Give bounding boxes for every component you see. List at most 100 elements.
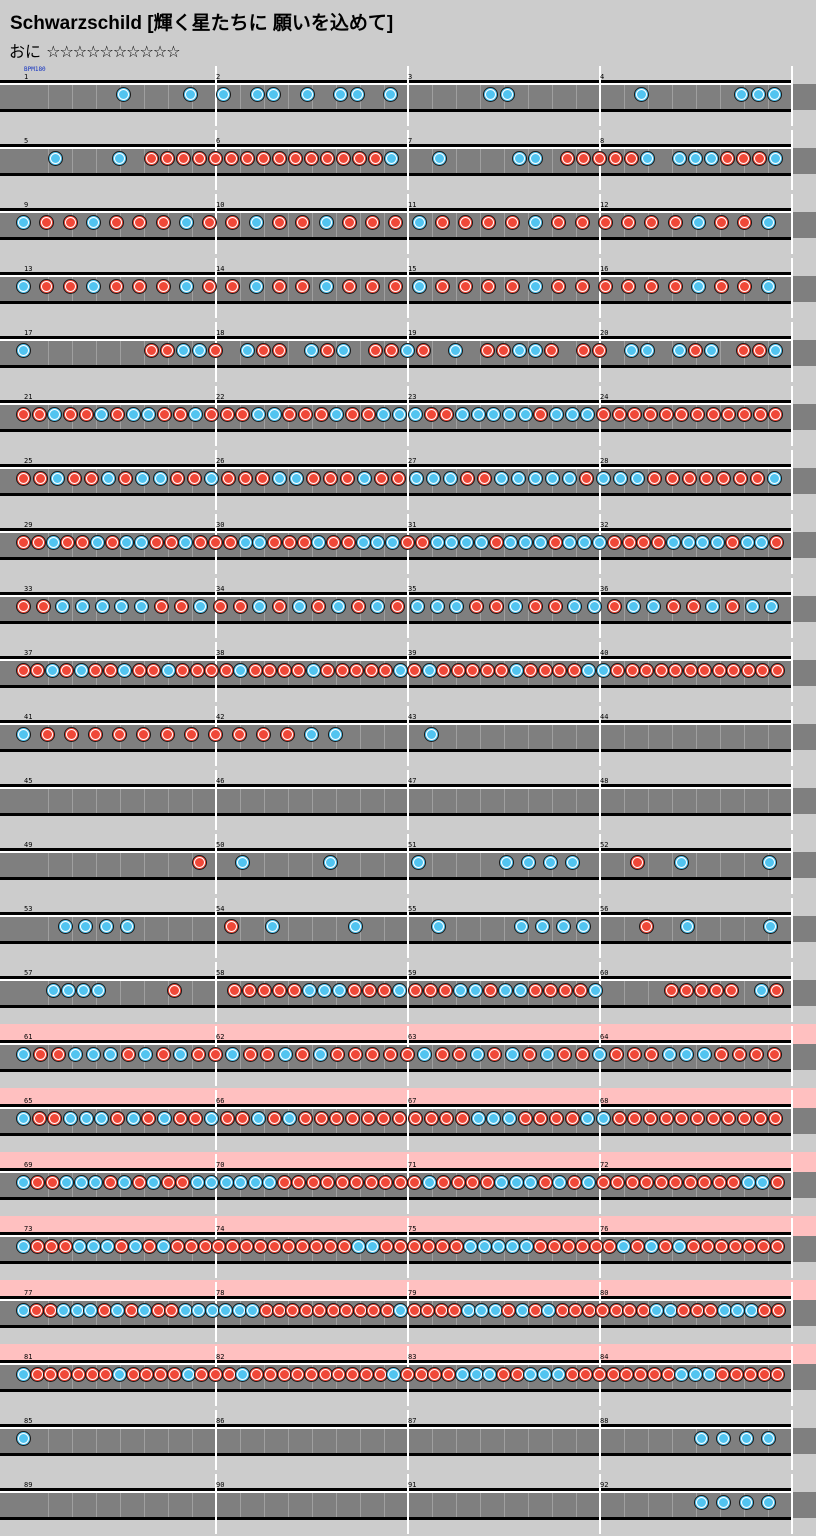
don-note [43,1367,59,1382]
ka-note [99,1239,115,1254]
don-note [576,151,591,166]
don-note [295,1047,311,1062]
don-note [459,471,475,486]
don-note [131,663,147,678]
ka-note [577,535,593,550]
lane-edge-highlight [0,723,793,725]
ka-note [348,919,364,934]
bar-line [407,66,409,126]
ka-note [493,471,509,486]
lane-edge-highlight [0,275,793,277]
ka-note [218,1175,234,1190]
ka-note [716,1303,732,1318]
don-note [153,599,169,614]
ka-note [410,855,426,870]
don-note [557,1047,573,1062]
don-note [47,1111,63,1126]
don-note [639,663,655,678]
ka-note [510,471,526,486]
don-note [543,983,559,998]
don-note [109,279,125,294]
ka-note [409,599,425,614]
don-note [189,663,205,678]
don-note [352,1303,368,1318]
beat-line [72,341,73,365]
ka-note [545,471,561,486]
ka-note [85,1047,101,1062]
ka-note [442,471,458,486]
ka-note [704,343,719,358]
don-note [476,471,492,486]
don-note [258,1303,274,1318]
ka-note [317,983,333,998]
bar-line [791,1346,793,1406]
don-note [624,1175,640,1190]
don-note [256,343,271,358]
beat-line [360,405,361,429]
chart-row: 73 74 75 76 [0,1216,816,1280]
don-note [193,535,209,550]
don-note [110,1111,126,1126]
ka-note [512,983,528,998]
beat-line [696,85,697,109]
ka-note [349,87,365,102]
beat-line [648,853,649,877]
ka-note [178,279,194,294]
bar-line [791,1154,793,1214]
beat-line [264,789,265,813]
don-note [296,535,312,550]
don-note [349,1175,365,1190]
bar-line [407,898,409,958]
beat-line [312,213,313,237]
beat-line [336,1429,337,1453]
chart-row: 53 54 55 56 [0,896,816,960]
lane-edge-bottom [0,749,793,752]
don-note [740,663,756,678]
don-note [202,215,218,230]
don-note [208,1367,223,1382]
ka-note [595,663,611,678]
bar-line [791,1410,793,1470]
lane-edge-bottom [0,1197,793,1200]
don-note [726,663,742,678]
beat-line [672,917,673,941]
bar-number: 56 [600,905,609,913]
ka-note [376,407,392,422]
ka-note [640,343,655,358]
don-note [592,1367,607,1382]
ka-note [596,471,612,486]
bar-number: 62 [216,1033,225,1041]
chart-row: 41 42 43 44 [0,704,816,768]
beat-line [336,1493,337,1517]
ka-note [444,535,460,550]
don-note [30,1175,46,1190]
don-note [769,535,785,550]
ka-note [640,151,655,166]
beat-line [240,277,241,301]
ka-note [266,407,282,422]
don-note [667,215,683,230]
don-note [223,919,239,934]
beat-line [96,789,97,813]
bar-number: 58 [216,969,225,977]
bar-number: 72 [600,1161,609,1169]
ka-note [449,599,465,614]
don-note [256,727,271,742]
beat-line [624,597,625,621]
ka-note [73,663,89,678]
ka-note [767,87,783,102]
don-note [350,599,366,614]
bar-line [791,706,793,766]
don-note [488,535,504,550]
don-note [621,279,637,294]
ka-note [411,279,427,294]
lane-edge-bottom [0,173,793,176]
ka-note [528,279,543,294]
beat-line [360,341,361,365]
bar-line [599,66,601,126]
beat-line [120,1493,121,1517]
lane-edge-top [0,464,793,467]
beat-line [288,853,289,877]
beat-line [72,853,73,877]
ka-note [528,151,543,166]
